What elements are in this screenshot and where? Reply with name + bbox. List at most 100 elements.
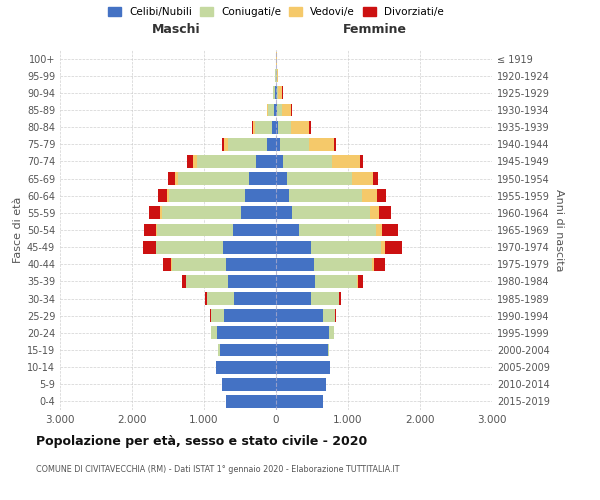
Bar (323, 310, 335, 322)
Bar (143, 240, 156, 254)
Bar (334, 138, 337, 150)
Bar (197, 155, 256, 168)
Bar (175, 172, 178, 185)
Bar (172, 258, 226, 270)
Bar (373, 172, 378, 185)
Bar (282, 104, 291, 117)
Bar (178, 172, 248, 185)
Bar (276, 360, 330, 374)
Bar (276, 86, 277, 100)
Bar (255, 120, 272, 134)
Bar (385, 240, 402, 254)
Bar (274, 86, 275, 100)
Bar (217, 326, 276, 340)
Bar (276, 104, 277, 117)
Bar (276, 258, 314, 270)
Bar (382, 224, 398, 236)
Bar (372, 258, 374, 270)
Bar (211, 310, 224, 322)
Bar (280, 138, 309, 150)
Bar (228, 138, 268, 150)
Bar (315, 275, 358, 288)
Y-axis label: Fasce di età: Fasce di età (13, 197, 23, 263)
Bar (276, 395, 323, 408)
Bar (224, 138, 228, 150)
Bar (160, 206, 161, 220)
Text: Femmine: Femmine (343, 22, 407, 36)
Bar (276, 138, 280, 150)
Bar (272, 120, 276, 134)
Bar (277, 86, 278, 100)
Bar (220, 344, 276, 356)
Bar (291, 104, 292, 117)
Bar (161, 206, 241, 220)
Bar (299, 224, 376, 236)
Bar (276, 326, 329, 340)
Bar (252, 120, 253, 134)
Bar (362, 190, 377, 202)
Bar (226, 258, 276, 270)
Bar (215, 360, 216, 374)
Bar (311, 240, 381, 254)
Bar (275, 86, 276, 100)
Bar (276, 240, 311, 254)
Bar (379, 206, 391, 220)
Bar (223, 240, 276, 254)
Bar (332, 155, 359, 168)
Bar (193, 155, 197, 168)
Bar (276, 172, 287, 185)
Bar (245, 190, 276, 202)
Bar (149, 206, 160, 220)
Bar (292, 206, 370, 220)
Bar (291, 120, 309, 134)
Bar (276, 224, 299, 236)
Bar (287, 172, 352, 185)
Bar (339, 292, 341, 305)
Bar (376, 224, 382, 236)
Bar (241, 206, 276, 220)
Bar (186, 275, 228, 288)
Y-axis label: Anni di nascita: Anni di nascita (554, 188, 563, 271)
Bar (352, 172, 373, 185)
Bar (289, 190, 362, 202)
Bar (276, 190, 289, 202)
Bar (157, 224, 233, 236)
Bar (309, 138, 334, 150)
Bar (233, 224, 276, 236)
Bar (207, 292, 234, 305)
Bar (158, 190, 167, 202)
Bar (234, 292, 276, 305)
Bar (309, 120, 311, 134)
Bar (359, 155, 363, 168)
Bar (168, 172, 175, 185)
Bar (256, 155, 276, 168)
Bar (276, 378, 326, 390)
Text: Popolazione per età, sesso e stato civile - 2020: Popolazione per età, sesso e stato civil… (36, 435, 367, 448)
Bar (276, 292, 311, 305)
Bar (374, 258, 385, 270)
Bar (157, 240, 223, 254)
Bar (187, 155, 193, 168)
Bar (268, 104, 274, 117)
Bar (328, 344, 329, 356)
Bar (370, 206, 379, 220)
Bar (211, 326, 217, 340)
Bar (358, 275, 364, 288)
Bar (311, 292, 338, 305)
Bar (248, 172, 276, 185)
Bar (314, 258, 372, 270)
Bar (276, 120, 278, 134)
Bar (276, 206, 292, 220)
Bar (276, 275, 315, 288)
Bar (224, 310, 276, 322)
Bar (278, 86, 283, 100)
Bar (228, 275, 276, 288)
Bar (205, 292, 207, 305)
Bar (163, 258, 171, 270)
Bar (268, 138, 276, 150)
Bar (283, 155, 332, 168)
Legend: Celibi/Nubili, Coniugati/e, Vedovi/e, Divorziati/e: Celibi/Nubili, Coniugati/e, Vedovi/e, Di… (106, 5, 446, 20)
Bar (167, 190, 169, 202)
Bar (277, 104, 282, 117)
Bar (276, 310, 323, 322)
